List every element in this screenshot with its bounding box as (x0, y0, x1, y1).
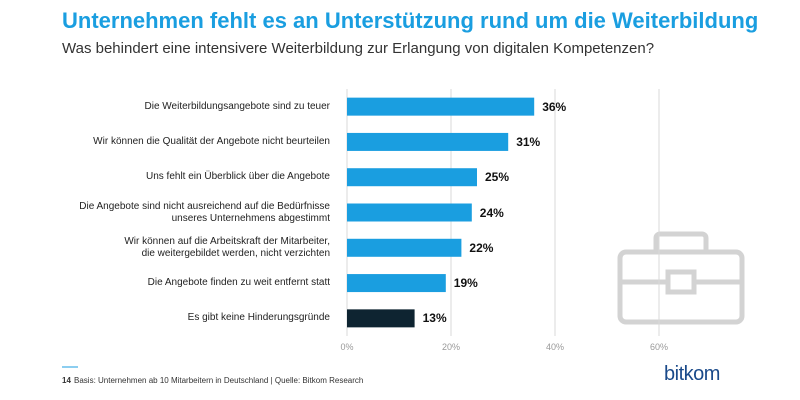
value-label: 13% (422, 311, 447, 326)
bar (347, 203, 472, 222)
bar (347, 168, 477, 187)
footnote: Basis: Unternehmen ab 10 Mitarbeitern in… (74, 376, 364, 385)
page-number: 14 (62, 376, 71, 385)
value-label: 19% (453, 276, 478, 291)
category-label: Die Angebote finden zu weit entfernt sta… (147, 277, 330, 289)
value-label: 31% (516, 134, 541, 149)
value-label: 22% (469, 240, 494, 255)
category-label: Wir können die Qualität der Angebote nic… (93, 135, 330, 147)
bar (347, 238, 462, 257)
value-label: 36% (542, 99, 567, 114)
category-label: Wir können auf die Arbeitskraft der Mita… (124, 235, 330, 259)
bar (347, 97, 535, 116)
x-tick-label: 40% (545, 342, 565, 352)
chart-title: Unternehmen fehlt es an Unterstützung ru… (62, 8, 759, 33)
category-label: Uns fehlt ein Überblick über die Angebot… (145, 171, 330, 183)
bar (347, 274, 446, 293)
value-label: 24% (479, 205, 504, 220)
x-tick-label: 60% (649, 342, 669, 352)
logo: bitkom (664, 363, 720, 385)
value-label: 25% (485, 170, 510, 185)
chart-subtitle: Was behindert eine intensivere Weiterbil… (62, 40, 655, 57)
category-label: Die Weiterbildungsangebote sind zu teuer (144, 100, 331, 112)
bar (347, 132, 509, 151)
category-label: Es gibt keine Hinderungsgründe (187, 312, 330, 324)
category-label: Die Angebote sind nicht ausreichend auf … (79, 200, 330, 224)
briefcase-icon (617, 231, 745, 325)
bar (347, 309, 415, 328)
x-tick-label: 0% (340, 342, 354, 352)
x-tick-label: 20% (441, 342, 461, 352)
